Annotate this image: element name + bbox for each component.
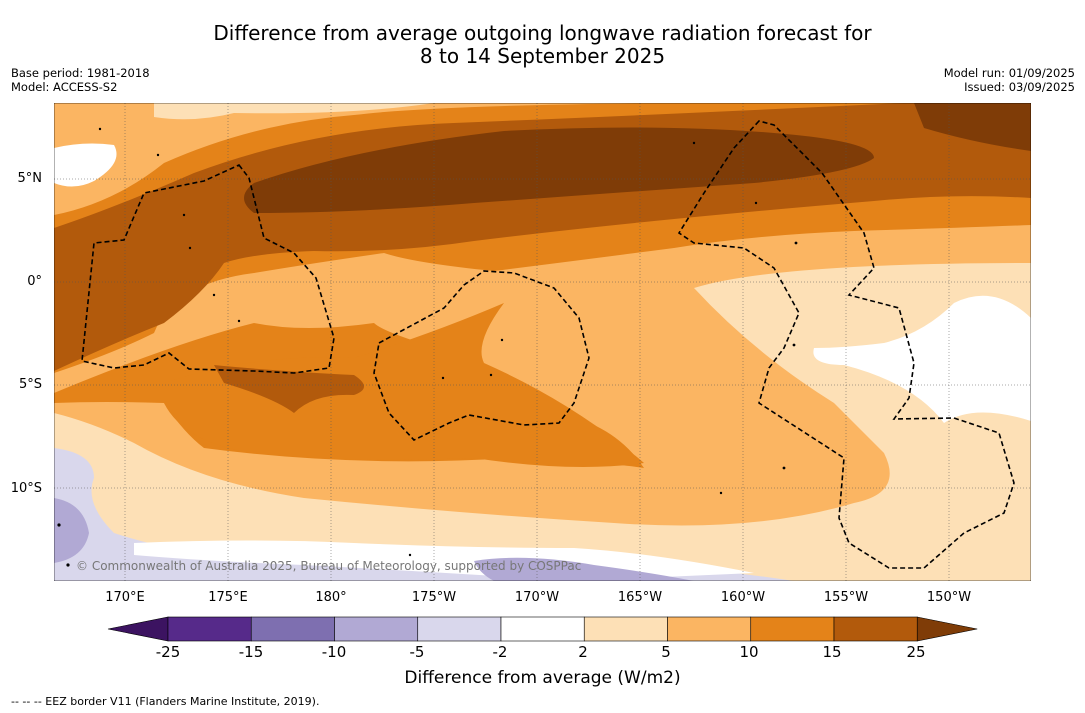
band-2-5-south: [54, 263, 1031, 581]
band-gt25-core: [244, 127, 874, 213]
cbar-tick-4: -2: [492, 643, 508, 661]
colorbar-segment-5: [500, 616, 585, 642]
lat-label-10s: 10°S: [10, 481, 42, 496]
band-15-25-blob: [214, 365, 364, 413]
lon-label-160w: 160°W: [720, 590, 766, 605]
band-10-15-south: [164, 303, 644, 467]
eez-borders: [81, 120, 1015, 569]
base-period: Base period: 1981-2018: [11, 66, 150, 80]
eez-footnote: -- -- -- EEZ border V11 (Flanders Marine…: [11, 695, 320, 708]
issued-date: Issued: 03/09/2025: [964, 80, 1075, 94]
colorbar-title: Difference from average (W/m2): [404, 668, 681, 688]
map-area: [54, 103, 1031, 581]
band-neutral-nw: [54, 143, 117, 187]
colorbar-segment-7: [667, 616, 752, 642]
eez-border-central: [373, 270, 590, 441]
lon-label-155w: 155°W: [823, 590, 869, 605]
colorbar-arrow-high: [916, 616, 978, 642]
colorbar-segment-9: [833, 616, 918, 642]
band-neg-sw: [54, 448, 794, 581]
colorbar-segment-8: [750, 616, 835, 642]
colorbar-arrow-low: [107, 616, 169, 642]
lon-label-150w: 150°W: [926, 590, 972, 605]
meta-right: Model run: 01/09/2025 Issued: 03/09/2025: [944, 66, 1075, 94]
gridlines: [54, 103, 1031, 581]
lon-label-175e: 175°E: [208, 590, 248, 605]
colorbar-segment-2: [250, 616, 335, 642]
band-neg-sw-dark: [54, 498, 89, 563]
band-gt25-ne: [914, 103, 1031, 151]
lon-label-175w: 175°W: [411, 590, 457, 605]
lon-label-170w: 170°W: [514, 590, 560, 605]
cbar-tick-0: -25: [155, 643, 181, 661]
lon-label-170e: 170°E: [105, 590, 145, 605]
band-2-5-top: [154, 103, 434, 120]
title-line-2: 8 to 14 September 2025: [419, 44, 666, 68]
cbar-tick-9: 25: [906, 643, 926, 661]
eez-border-west: [81, 164, 335, 374]
copyright-credit: © Commonwealth of Australia 2025, Bureau…: [76, 559, 582, 573]
lat-label-5s: 5°S: [18, 377, 42, 392]
lon-label-165w: 165°W: [617, 590, 663, 605]
colorbar-segment-4: [417, 616, 502, 642]
lat-label-0: 0°: [27, 274, 42, 289]
title-line-1: Difference from average outgoing longwav…: [213, 21, 872, 45]
cbar-tick-8: 15: [822, 643, 842, 661]
band-neutral-east: [813, 295, 1031, 423]
cbar-tick-7: 10: [739, 643, 759, 661]
eez-border-east: [677, 120, 1015, 569]
colorbar-segments: [107, 616, 978, 642]
model-run: Model run: 01/09/2025: [943, 66, 1075, 80]
band-neg-s-dark: [474, 557, 694, 581]
cbar-tick-2: -10: [321, 643, 347, 661]
colorbar: [107, 616, 978, 642]
island-marks: [57, 127, 798, 567]
lon-label-180: 180°: [315, 590, 347, 605]
cbar-tick-6: 5: [661, 643, 671, 661]
cbar-tick-5: 2: [578, 643, 588, 661]
map-title: Difference from average outgoing longwav…: [0, 22, 1085, 68]
meta-left: Base period: 1981-2018 Model: ACCESS-S2: [11, 66, 150, 94]
colorbar-segment-3: [334, 616, 419, 642]
cbar-tick-3: -5: [409, 643, 425, 661]
colorbar-segment-1: [167, 616, 252, 642]
colorbar-segment-6: [583, 616, 668, 642]
lat-label-5n: 5°N: [17, 171, 43, 186]
cbar-tick-1: -15: [238, 643, 264, 661]
model-name: Model: ACCESS-S2: [11, 80, 118, 94]
